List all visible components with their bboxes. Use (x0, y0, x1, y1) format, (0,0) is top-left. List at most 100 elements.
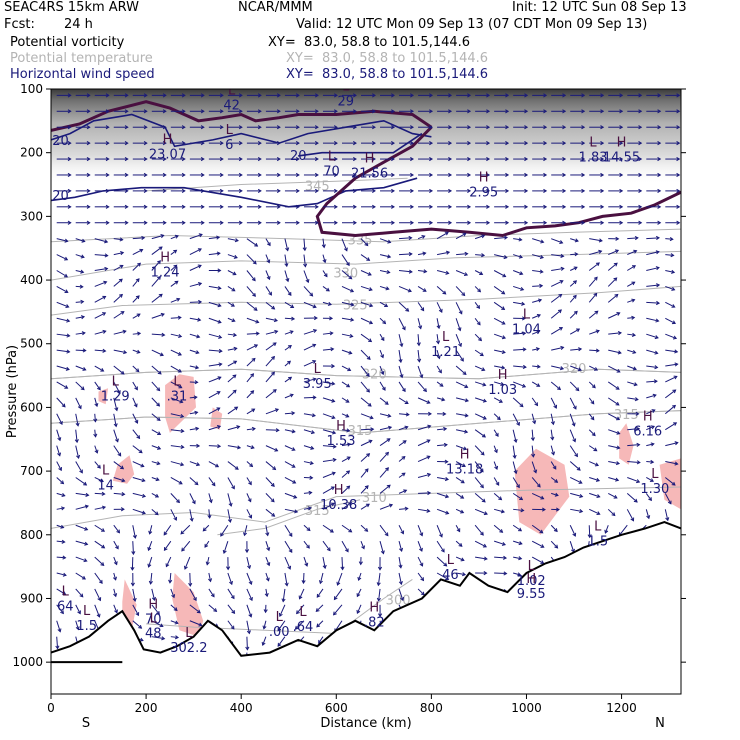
wind-vector-610 (360, 381, 370, 393)
wind-vector-1090 (75, 620, 80, 631)
wind-vector-head (665, 517, 670, 522)
wind-vector-head (148, 530, 153, 535)
wind-vector-859 (75, 504, 89, 510)
wind-vector-head (147, 563, 152, 568)
extremum-kind-32: H (369, 601, 379, 616)
wind-vector-393 (627, 265, 637, 271)
wind-vector-548 (436, 349, 441, 360)
wind-vector-128 (608, 141, 624, 146)
wind-vector-shaft (75, 445, 80, 459)
wind-vector-shaft (169, 572, 172, 583)
extremum-kind-11: L (442, 330, 450, 345)
wind-vector-shaft (94, 506, 106, 510)
wind-vector-265 (75, 220, 91, 225)
wind-vector-shaft (284, 301, 294, 308)
wind-vector-shaft (208, 376, 221, 383)
wind-vector-188 (494, 172, 510, 178)
wind-vector-shaft (246, 332, 259, 335)
wind-vector-head (135, 295, 140, 300)
wind-vector-head (482, 415, 487, 420)
wind-vector-902 (265, 525, 270, 537)
wind-vector-716 (493, 429, 499, 437)
wind-vector-976 (417, 556, 424, 567)
wind-vector-shaft (265, 477, 275, 487)
extremum-kind-30: L (276, 610, 284, 625)
wind-vector-shaft (132, 476, 145, 482)
wind-vector-shaft (550, 461, 557, 470)
wind-vector-head (632, 349, 637, 354)
wind-vector-333 (113, 251, 125, 256)
wind-vector-233 (94, 204, 110, 209)
wind-vector-shaft (360, 440, 373, 447)
wind-vector-head (462, 371, 467, 376)
wind-vector-head (257, 188, 262, 193)
wind-vector-head (312, 377, 317, 382)
wind-vector-shaft (665, 270, 675, 273)
wind-vector-shaft (512, 461, 517, 474)
wind-vector-shaft (532, 285, 543, 287)
wind-vector-shaft (532, 348, 540, 351)
wind-vector-shaft (436, 270, 449, 274)
wind-vector-shaft (132, 541, 134, 555)
wind-vector-shaft (265, 461, 276, 470)
wind-vector-shaft (379, 349, 384, 358)
wind-vector-head (67, 156, 72, 162)
wind-vector-head (372, 93, 376, 98)
wind-vector-head (429, 109, 434, 114)
wind-vector-shaft (246, 477, 252, 485)
wind-vector-shaft (494, 236, 508, 240)
wind-vector-829 (132, 492, 147, 498)
wind-vector-head (480, 531, 484, 536)
wind-vector-head (83, 481, 88, 486)
wind-vector-head (312, 395, 317, 400)
wind-vector-80 (322, 125, 338, 130)
wind-vector-772 (303, 460, 314, 466)
wind-vector-shaft (151, 413, 161, 421)
wind-vector-shaft (493, 301, 505, 310)
wind-vector-538 (246, 344, 259, 351)
wind-vector-896 (148, 525, 153, 535)
wind-vector-680 (437, 411, 447, 417)
wind-vector-shaft (56, 301, 69, 308)
wind-vector-shaft (279, 604, 286, 617)
wind-vector-285 (456, 220, 472, 225)
wind-vector-shaft (455, 461, 466, 467)
wind-vector-508 (303, 328, 318, 335)
wind-vector-shaft (75, 397, 82, 409)
wind-vector-shaft (94, 492, 105, 495)
wind-vector-123 (513, 141, 529, 146)
wind-vector-head (646, 515, 651, 520)
wind-vector-head (427, 490, 432, 496)
wind-vector-876 (398, 506, 409, 511)
wind-vector-shaft (246, 373, 254, 383)
wind-vector-head (120, 465, 125, 470)
wind-vector-head (420, 591, 425, 596)
wind-vector-head (539, 283, 544, 288)
wind-vector-head (295, 188, 300, 193)
wind-vector-head (114, 438, 119, 443)
wind-vector-619 (531, 381, 541, 387)
wind-vector-head (533, 469, 538, 474)
wind-vector-309 (284, 238, 290, 252)
wind-vector-shaft (56, 413, 63, 425)
wind-vector-66 (56, 125, 72, 130)
wind-vector-head (218, 362, 223, 367)
wind-vector-head (138, 624, 143, 629)
wind-vector-shaft (227, 374, 237, 383)
wind-vector-58 (532, 109, 548, 114)
wind-vector-head (154, 511, 159, 516)
wind-vector-head (524, 204, 529, 209)
wind-vector-926 (94, 540, 106, 549)
wind-vector-head (364, 485, 369, 490)
wind-vector-299 (94, 238, 109, 244)
wind-vector-head (539, 269, 544, 274)
wind-vector-head (503, 571, 508, 576)
wind-vector-head (291, 429, 296, 434)
extremum-kind-28: L (83, 604, 91, 619)
wind-vector-head (348, 350, 353, 355)
wind-vector-shaft (437, 428, 447, 431)
wind-vector-shaft (550, 397, 557, 409)
wind-vector-head (562, 156, 567, 162)
wind-vector-1009 (417, 572, 425, 582)
extremum-kind-20: H (334, 483, 344, 498)
